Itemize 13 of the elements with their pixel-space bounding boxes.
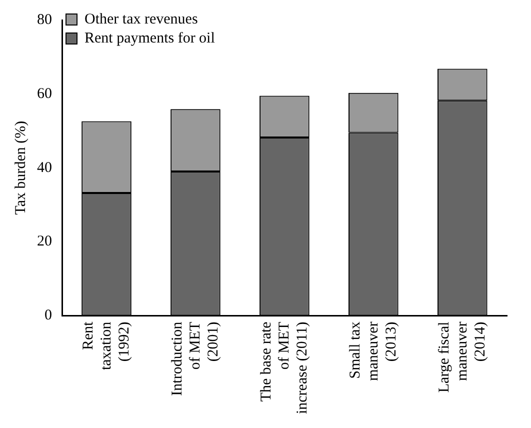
y-tick-label: 0 xyxy=(44,308,52,324)
x-tick-label: Rent taxation (1992) xyxy=(80,320,132,370)
x-tick-label: The base rate of MET increase (2011) xyxy=(258,321,310,414)
y-tick-label: 40 xyxy=(37,160,52,176)
y-tick-label: 80 xyxy=(37,12,52,28)
y-tick-label: 60 xyxy=(37,86,52,102)
legend-label: Rent payments for oil xyxy=(84,30,215,46)
x-tick-label: Small tax maneuver (2013) xyxy=(347,321,400,381)
x-tick-label: Large fiscal maneuver (2014) xyxy=(436,322,488,393)
x-tick-label: Introduction of MET (2001) xyxy=(169,321,222,396)
y-axis-title: Tax burden (%) xyxy=(12,120,29,215)
legend-label: Other tax revenues xyxy=(84,11,198,28)
y-tick-label: 20 xyxy=(37,234,52,250)
